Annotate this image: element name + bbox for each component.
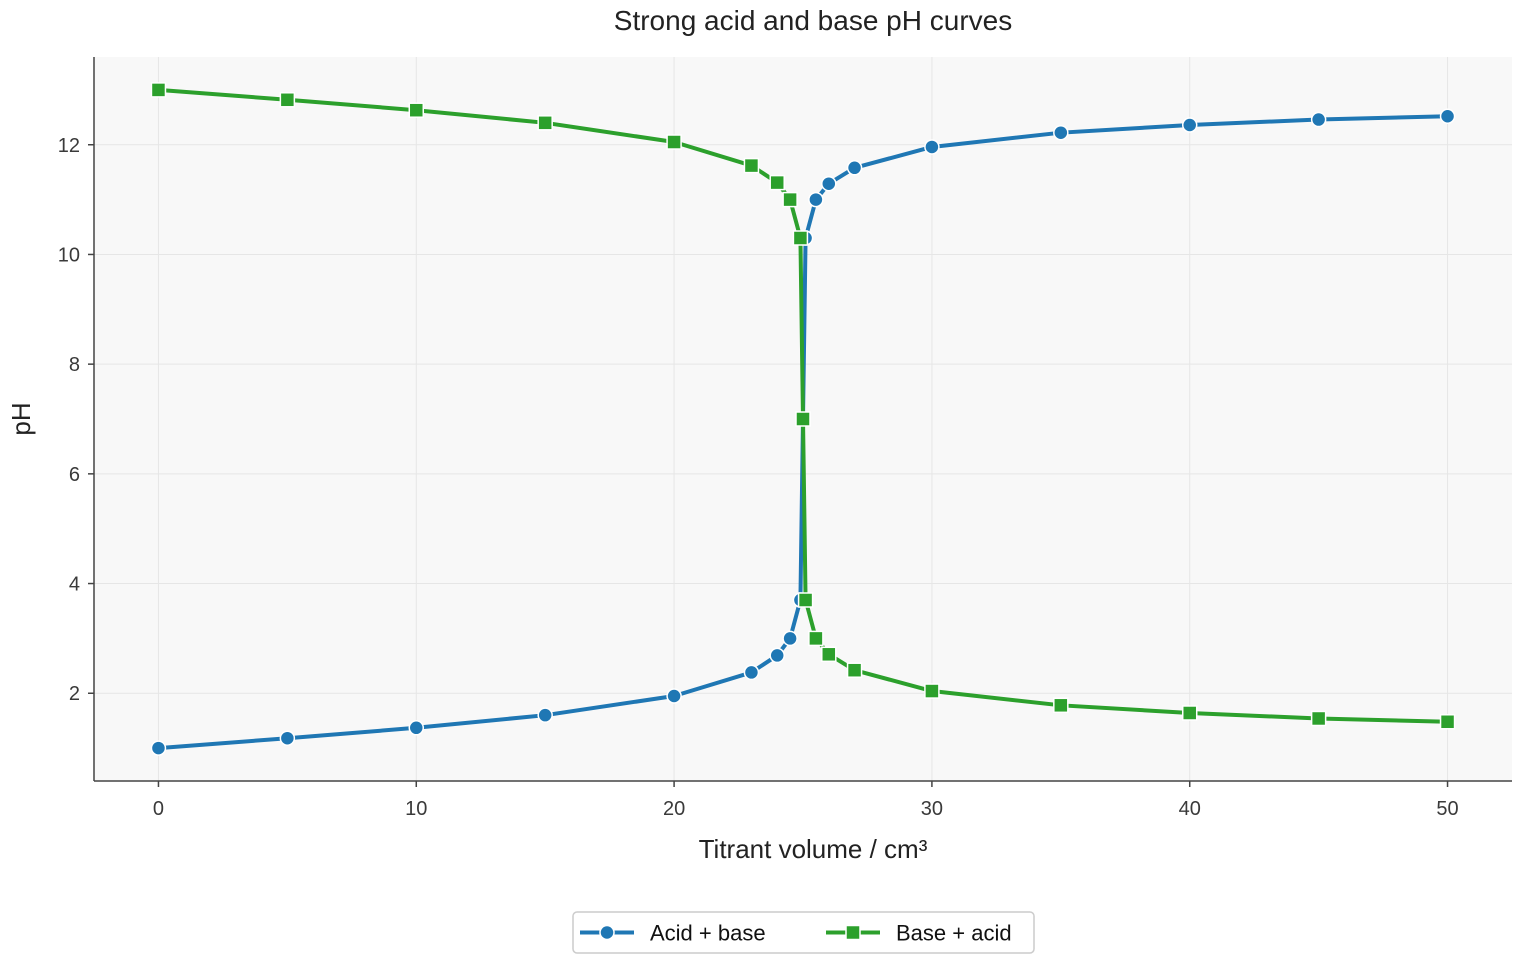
series-layer	[150, 82, 1456, 756]
data-point-acid-base	[1439, 108, 1456, 124]
data-point-acid-base	[279, 730, 296, 746]
data-point-base-acid	[808, 630, 824, 647]
legend-swatch-marker	[845, 924, 861, 941]
data-point-base-acid	[279, 92, 296, 108]
data-point-acid-base	[150, 740, 167, 756]
y-axis-ticks: 2 4 6 8 10 12	[58, 135, 94, 705]
series-base-acid	[150, 82, 1456, 730]
axes	[93, 57, 1512, 782]
data-point-base-acid	[666, 134, 682, 150]
data-point-base-acid	[1181, 705, 1198, 721]
y-tick-label: 12	[58, 135, 80, 157]
data-point-acid-base	[666, 688, 682, 704]
chart-title: Strong acid and base pH curves	[614, 5, 1012, 36]
legend-box	[572, 911, 1035, 954]
y-axis-title: pH	[6, 402, 36, 435]
y-tick-label: 10	[58, 244, 80, 266]
data-point-acid-base	[846, 160, 863, 176]
data-point-base-acid	[743, 157, 760, 174]
legend-label: Acid + base	[650, 921, 766, 946]
data-point-acid-base	[924, 139, 940, 155]
data-point-base-acid	[537, 115, 553, 131]
data-point-base-acid	[846, 662, 863, 678]
x-tick-label: 50	[1436, 798, 1458, 820]
data-point-base-acid	[150, 82, 167, 98]
y-tick-label: 8	[69, 354, 80, 376]
data-point-acid-base	[408, 720, 425, 736]
x-tick-label: 30	[921, 798, 943, 820]
y-tick-label: 6	[69, 464, 80, 486]
data-point-base-acid	[769, 174, 785, 191]
x-tick-label: 40	[1179, 798, 1201, 820]
data-point-base-acid	[1053, 697, 1069, 714]
data-point-acid-base	[808, 191, 824, 208]
data-point-base-acid	[782, 191, 798, 208]
data-point-acid-base	[782, 630, 798, 647]
y-tick-label: 2	[69, 683, 80, 705]
data-point-acid-base	[1310, 111, 1327, 128]
data-point-acid-base	[821, 175, 837, 192]
legend-item-acid-base: Acid + base	[580, 921, 766, 946]
data-point-base-acid	[1439, 714, 1456, 730]
x-tick-label: 20	[663, 798, 685, 820]
data-point-base-acid	[1310, 710, 1327, 727]
data-point-base-acid	[797, 592, 814, 608]
data-point-base-acid	[821, 646, 837, 663]
data-point-acid-base	[1181, 117, 1198, 133]
data-point-acid-base	[743, 664, 760, 681]
x-tick-label: 10	[405, 798, 427, 820]
data-point-base-acid	[408, 102, 425, 118]
legend-swatch-marker	[599, 924, 615, 941]
x-axis-ticks: 0 10 20 30 40 50	[153, 781, 1459, 820]
data-point-base-acid	[924, 683, 940, 699]
data-point-base-acid	[795, 411, 811, 427]
data-point-acid-base	[537, 707, 553, 723]
data-point-base-acid	[792, 230, 809, 246]
grid-lines	[94, 57, 1512, 781]
legend-item-base-acid: Base + acid	[826, 921, 1012, 946]
x-tick-label: 0	[153, 798, 164, 820]
y-tick-label: 4	[69, 574, 80, 596]
legend-label: Base + acid	[896, 921, 1012, 946]
legend: Acid + base Base + acid	[572, 911, 1035, 954]
data-point-acid-base	[769, 647, 785, 664]
data-point-acid-base	[1053, 124, 1069, 141]
x-axis-title: Titrant volume / cm³	[699, 834, 928, 864]
